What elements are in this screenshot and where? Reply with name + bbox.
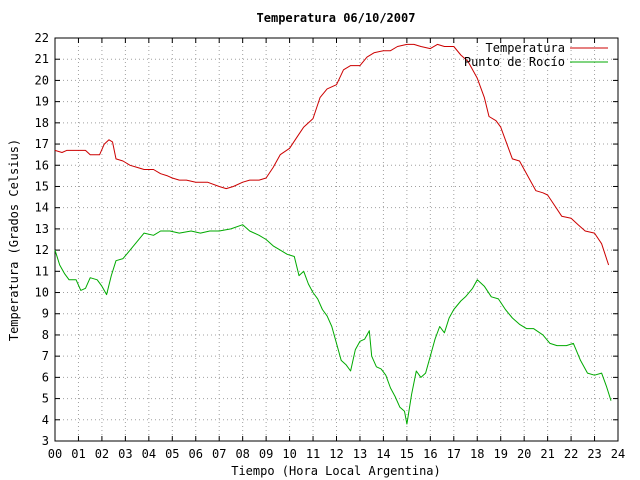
y-tick-label: 18 [35, 116, 49, 130]
y-tick-label: 12 [35, 243, 49, 257]
x-tick-label: 04 [142, 447, 156, 461]
x-tick-label: 11 [306, 447, 320, 461]
x-tick-label: 05 [165, 447, 179, 461]
y-tick-label: 7 [42, 349, 49, 363]
y-tick-label: 4 [42, 413, 49, 427]
x-tick-label: 16 [423, 447, 437, 461]
x-tick-label: 13 [353, 447, 367, 461]
x-tick-label: 12 [329, 447, 343, 461]
y-tick-label: 9 [42, 307, 49, 321]
y-axis-label: Temperatura (Grados Celsius) [7, 139, 21, 341]
x-tick-label: 14 [376, 447, 390, 461]
x-tick-label: 20 [517, 447, 531, 461]
y-tick-label: 17 [35, 137, 49, 151]
y-tick-label: 22 [35, 31, 49, 45]
x-tick-label: 10 [282, 447, 296, 461]
y-tick-label: 3 [42, 434, 49, 448]
x-tick-label: 24 [611, 447, 625, 461]
y-tick-label: 13 [35, 222, 49, 236]
x-tick-label: 07 [212, 447, 226, 461]
x-tick-label: 03 [118, 447, 132, 461]
x-tick-label: 15 [400, 447, 414, 461]
y-tick-label: 16 [35, 158, 49, 172]
x-tick-label: 01 [71, 447, 85, 461]
x-tick-label: 21 [540, 447, 554, 461]
x-tick-label: 22 [564, 447, 578, 461]
y-tick-label: 15 [35, 179, 49, 193]
legend-label: Punto de Rocío [464, 55, 565, 69]
y-tick-label: 20 [35, 73, 49, 87]
x-tick-label: 00 [48, 447, 62, 461]
y-tick-label: 8 [42, 328, 49, 342]
x-tick-label: 17 [447, 447, 461, 461]
y-tick-label: 11 [35, 264, 49, 278]
x-tick-label: 06 [189, 447, 203, 461]
legend-label: Temperatura [486, 41, 565, 55]
y-tick-label: 10 [35, 286, 49, 300]
y-tick-label: 19 [35, 95, 49, 109]
series-group [54, 43, 612, 425]
x-tick-label: 02 [95, 447, 109, 461]
x-tick-label: 08 [235, 447, 249, 461]
x-tick-label: 19 [493, 447, 507, 461]
series-line-punto-de-rocio [54, 224, 612, 425]
y-tick-label: 6 [42, 370, 49, 384]
axis-ticks: 00 01 02 03 04 05 06 07 08 09 10 11 12 13 14 15 16 17 18 19… [35, 31, 626, 461]
series-line-temperatura [54, 43, 610, 266]
y-tick-label: 21 [35, 52, 49, 66]
y-tick-label: 14 [35, 201, 49, 215]
chart-title: Temperatura 06/10/2007 [257, 11, 416, 25]
x-tick-label: 23 [587, 447, 601, 461]
y-tick-label: 5 [42, 392, 49, 406]
x-axis-label: Tiempo (Hora Local Argentina) [231, 464, 441, 478]
x-tick-label: 18 [470, 447, 484, 461]
x-tick-label: 09 [259, 447, 273, 461]
